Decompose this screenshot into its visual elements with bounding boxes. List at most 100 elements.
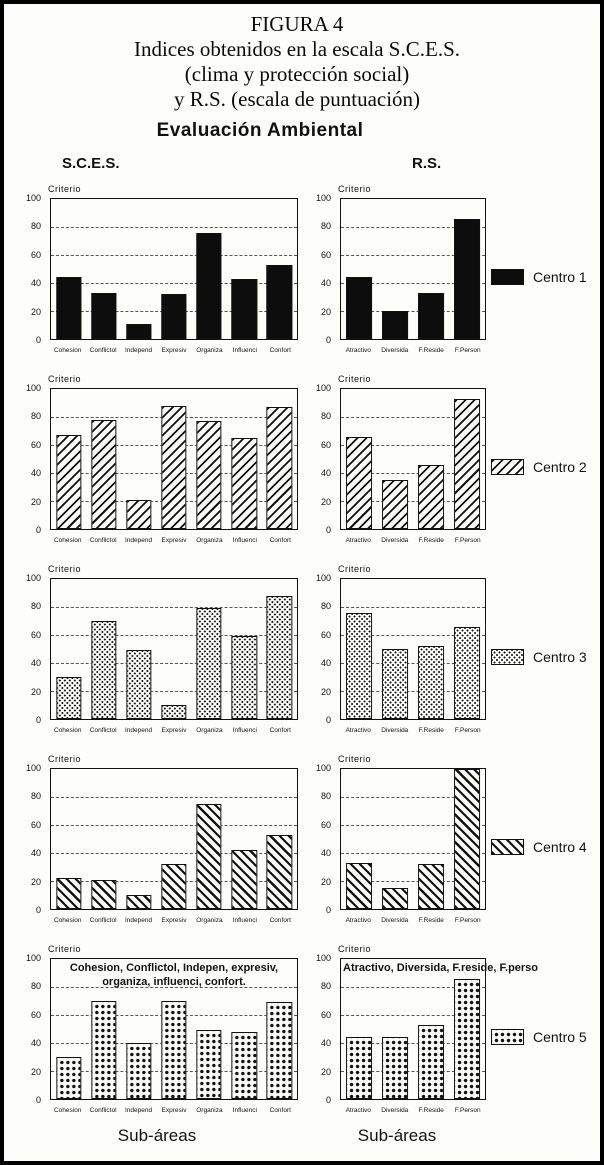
y-tick-label: 100 bbox=[25, 383, 41, 393]
gridline bbox=[51, 987, 297, 988]
bar-atractivo bbox=[346, 862, 372, 909]
gridline bbox=[341, 255, 485, 256]
legend-label-centro4: Centro 4 bbox=[533, 839, 587, 855]
legend-centro5: Centro 5 bbox=[491, 1029, 587, 1045]
x-tick-label: Influenci bbox=[232, 537, 257, 544]
gridline bbox=[51, 797, 297, 798]
bar-atractivo bbox=[346, 1037, 372, 1099]
y-axis-title: Criterio bbox=[48, 184, 82, 194]
x-tick-label: Expresiv bbox=[161, 917, 187, 924]
bar-cohesion bbox=[55, 878, 82, 909]
x-tick-label: Expresiv bbox=[161, 1107, 187, 1114]
bar-fperson bbox=[454, 218, 480, 339]
x-tick-label: Confort bbox=[269, 347, 291, 354]
gridline bbox=[51, 607, 297, 608]
y-tick-label: 80 bbox=[30, 791, 41, 802]
y-tick-label: 60 bbox=[320, 629, 331, 640]
chart-centro2-sces: Criterio 0 20 40 60 80 100 Cohesion Conflictol In… bbox=[12, 374, 300, 546]
y-tick-label: 40 bbox=[320, 1038, 331, 1049]
y-tick-label: 100 bbox=[25, 193, 41, 203]
y-axis-title: Criterio bbox=[338, 754, 372, 764]
legend-swatch-centro5 bbox=[491, 1029, 524, 1045]
x-tick-label: Cohesion bbox=[53, 537, 82, 544]
x-tick-label: Atractivo bbox=[345, 1107, 371, 1114]
y-tick-label: 60 bbox=[320, 819, 331, 830]
x-tick-label: Expresiv bbox=[161, 347, 187, 354]
gridline bbox=[341, 417, 485, 418]
chart-row-centro2: Criterio 0 20 40 60 80 100 Cohesion Conflictol In… bbox=[4, 374, 600, 552]
gridline bbox=[341, 473, 485, 474]
gridline bbox=[341, 445, 485, 446]
x-tick-label: Diversida bbox=[381, 917, 409, 924]
y-tick-label: 100 bbox=[25, 953, 41, 963]
x-axis-ticks: Cohesion Conflictol Independ Expresiv Organi… bbox=[50, 723, 298, 734]
bar-conflictol bbox=[91, 879, 117, 909]
y-axis-title: Criterio bbox=[338, 564, 372, 574]
gridline bbox=[341, 881, 485, 882]
y-tick-label: 40 bbox=[30, 468, 41, 479]
x-tick-label: Atractivo bbox=[345, 537, 371, 544]
bar-diversida bbox=[382, 1037, 408, 1099]
y-tick-label: 100 bbox=[315, 953, 331, 963]
x-tick-label: Independ bbox=[125, 727, 153, 734]
bar-organiza bbox=[196, 421, 222, 529]
gridline bbox=[341, 987, 485, 988]
y-tick-label: 0 bbox=[325, 335, 331, 345]
gridline bbox=[51, 691, 297, 692]
bar-diversida bbox=[382, 480, 408, 529]
x-tick-label: Organiza bbox=[196, 347, 223, 354]
x-tick-label: Influenci bbox=[232, 727, 257, 734]
y-axis-ticks: 0 20 40 60 80 100 bbox=[12, 573, 45, 725]
bar-conflictol bbox=[91, 292, 117, 339]
bar-influenci bbox=[231, 636, 257, 719]
plot-area bbox=[50, 768, 298, 910]
y-tick-label: 80 bbox=[30, 601, 41, 612]
plot-area: Atractivo, Diversida, F.reside, F.perso bbox=[340, 958, 538, 1100]
y-tick-label: 0 bbox=[325, 905, 331, 915]
x-tick-label: Confort bbox=[269, 727, 291, 734]
x-tick-label: F.Person bbox=[454, 917, 481, 924]
bar-independ bbox=[126, 650, 152, 719]
plot-area bbox=[50, 388, 298, 530]
y-tick-label: 20 bbox=[30, 876, 41, 887]
x-tick-label: Organiza bbox=[196, 1107, 223, 1114]
x-tick-label: F.Person bbox=[454, 727, 481, 734]
gridline bbox=[341, 825, 485, 826]
y-tick-label: 60 bbox=[30, 819, 41, 830]
bar-expresiv bbox=[161, 405, 187, 529]
gridline bbox=[341, 607, 485, 608]
x-tick-label: Diversida bbox=[381, 537, 409, 544]
chart-centro5-sces: Criterio 0 20 40 60 80 100 Cohesion, Conflictol… bbox=[12, 944, 300, 1116]
y-tick-label: 0 bbox=[325, 525, 331, 535]
bar-expresiv bbox=[161, 1001, 187, 1099]
figure-subtitle: Evaluación Ambiental bbox=[156, 120, 364, 141]
y-axis-ticks: 0 20 40 60 80 100 bbox=[302, 763, 335, 915]
bar-independ bbox=[126, 499, 152, 529]
y-tick-label: 100 bbox=[315, 383, 331, 393]
x-tick-label: Diversida bbox=[381, 727, 409, 734]
gridline bbox=[341, 797, 485, 798]
bar-fperson bbox=[454, 626, 480, 719]
gridline bbox=[341, 501, 485, 502]
gridline bbox=[51, 227, 297, 228]
gridline bbox=[51, 283, 297, 284]
x-tick-label: Conflictol bbox=[89, 537, 117, 544]
chart-centro3-rs: Criterio 0 20 40 60 80 100 Atractivo Diversida F.… bbox=[302, 564, 488, 736]
plot-annotation: Cohesion, Conflictol, Indepen, expresiv,… bbox=[69, 962, 279, 989]
y-axis-title: Criterio bbox=[338, 944, 372, 954]
bar-atractivo bbox=[346, 612, 372, 719]
x-axis-title-sces: Sub-áreas bbox=[117, 1126, 197, 1145]
y-tick-label: 20 bbox=[320, 306, 331, 317]
x-tick-label: Conflictol bbox=[89, 917, 117, 924]
bar-influenci bbox=[231, 1031, 257, 1099]
y-tick-label: 80 bbox=[320, 221, 331, 232]
y-tick-label: 60 bbox=[30, 439, 41, 450]
bar-confort bbox=[266, 407, 293, 529]
plot-area bbox=[340, 388, 486, 530]
y-tick-label: 20 bbox=[30, 686, 41, 697]
bar-freside bbox=[418, 646, 444, 719]
x-tick-label: Atractivo bbox=[345, 917, 371, 924]
bar-fperson bbox=[454, 398, 480, 529]
x-axis-ticks: Atractivo Diversida F.Reside F.Person bbox=[340, 1103, 486, 1114]
